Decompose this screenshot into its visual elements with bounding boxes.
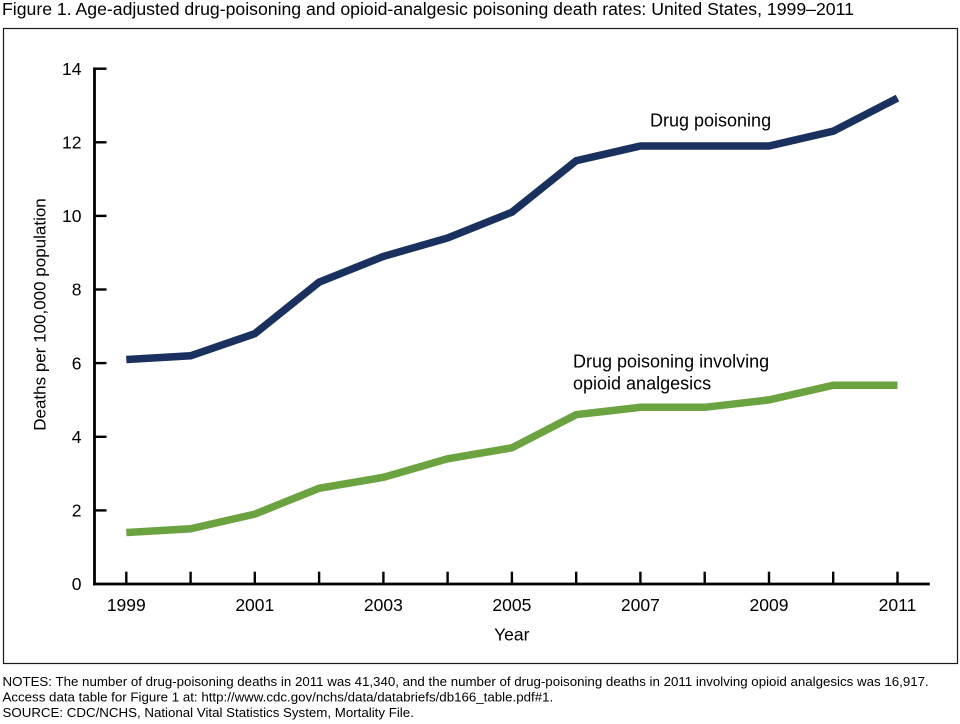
svg-text:Drug poisoning involving: Drug poisoning involving <box>573 352 769 372</box>
svg-text:2005: 2005 <box>492 595 531 615</box>
svg-text:0: 0 <box>72 574 82 594</box>
svg-text:Deaths per 100,000 population: Deaths per 100,000 population <box>31 198 50 431</box>
svg-text:2011: 2011 <box>879 595 917 615</box>
svg-text:6: 6 <box>72 353 82 373</box>
svg-text:Drug poisoning: Drug poisoning <box>650 111 771 131</box>
svg-text:4: 4 <box>72 427 82 447</box>
svg-text:2009: 2009 <box>750 595 789 615</box>
svg-text:10: 10 <box>62 206 82 226</box>
svg-text:1999: 1999 <box>107 595 146 615</box>
svg-text:SOURCE: CDC/NCHS, National Vit: SOURCE: CDC/NCHS, National Vital Statist… <box>3 705 414 720</box>
svg-text:14: 14 <box>62 59 82 79</box>
svg-text:2: 2 <box>72 501 82 521</box>
svg-text:2007: 2007 <box>621 595 660 615</box>
svg-text:NOTES: The number of drug-pois: NOTES: The number of drug-poisoning deat… <box>3 674 929 689</box>
svg-text:opioid analgesics: opioid analgesics <box>573 373 711 393</box>
svg-text:Year: Year <box>494 625 530 645</box>
svg-text:8: 8 <box>72 280 82 300</box>
svg-text:2001: 2001 <box>235 595 274 615</box>
svg-text:Figure 1. Age-adjusted drug-po: Figure 1. Age-adjusted drug-poisoning an… <box>2 0 854 19</box>
svg-text:2003: 2003 <box>364 595 403 615</box>
svg-text:12: 12 <box>62 133 81 153</box>
svg-text:Access data table for Figure 1: Access data table for Figure 1 at: http:… <box>3 690 554 705</box>
